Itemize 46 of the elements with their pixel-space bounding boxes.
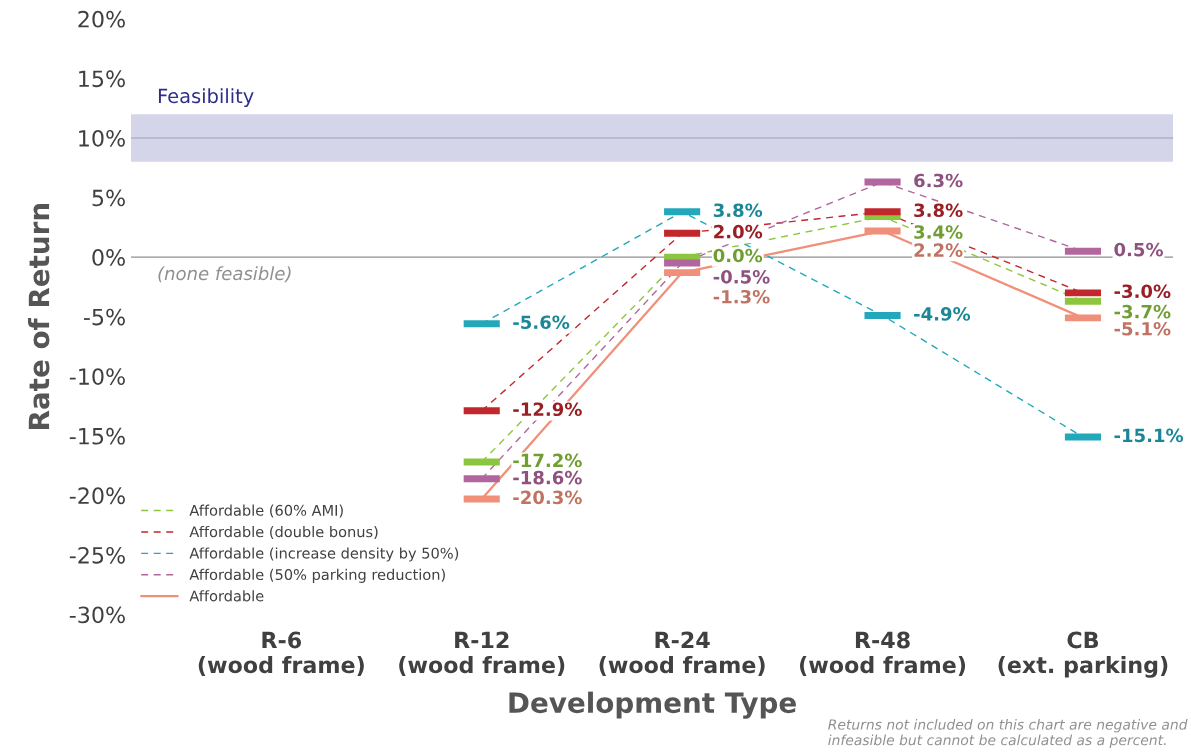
data-label: -1.3%	[713, 289, 770, 304]
y-tick-label: -25%	[69, 546, 125, 564]
y-tick-label: -5%	[83, 308, 125, 326]
data-label: -0.5%	[713, 269, 770, 284]
y-tick-label: 15%	[79, 70, 125, 88]
data-label: 0.5%	[1114, 242, 1164, 257]
text: Returns not included on this chart are negative and infeasible but cannot be calculated as a percent.	[828, 718, 1188, 748]
data-label: -4.9%	[914, 307, 971, 321]
annotation: (none feasible)	[158, 266, 291, 283]
data-label: -15.1%	[1114, 428, 1184, 443]
y-tick-label: -20%	[69, 487, 125, 505]
x-tick-label: R-12 (wood frame)	[399, 631, 565, 676]
data-label: -5.1%	[1114, 321, 1171, 336]
data-label: 2.2%	[914, 243, 963, 257]
y-tick-label: -15%	[69, 427, 125, 445]
y-tick-label: 10%	[79, 129, 125, 147]
data-label: 6.3%	[914, 173, 963, 188]
y-tick-label: -10%	[69, 368, 125, 385]
x-tick-label: R-6 (wood frame)	[198, 631, 364, 676]
y-tick-label: 20%	[78, 10, 125, 28]
y-axis-title: Rate of Return	[27, 204, 50, 429]
band-label: Feasibility	[158, 88, 254, 108]
data-label: -3.0%	[1114, 284, 1171, 299]
data-label: -20.3%	[513, 490, 582, 505]
legend-label: Affordable (increase density by 50%)	[189, 547, 459, 562]
data-label: 0.0%	[713, 248, 763, 263]
x-tick-label: CB (ext. parking)	[998, 631, 1168, 678]
data-label: -12.9%	[513, 402, 582, 417]
x-tick-label: R-24 (wood frame)	[599, 631, 765, 676]
legend-label: Affordable (double bonus)	[189, 525, 378, 539]
data-label: -5.6%	[513, 315, 570, 330]
legend-label: Affordable	[189, 590, 264, 602]
y-tick-label: -30%	[69, 606, 125, 624]
data-label: 3.4%	[914, 225, 963, 239]
data-label: -3.7%	[1114, 304, 1171, 319]
data-label: 3.8%	[713, 203, 763, 218]
x-axis-title: Development Type	[509, 691, 796, 719]
data-label: 3.8%	[914, 203, 963, 218]
legend-label: Affordable (60% AMI)	[189, 504, 343, 518]
data-label: 2.0%	[714, 224, 763, 239]
x-tick-label: R-48 (wood frame)	[800, 631, 966, 676]
data-label: -18.6%	[513, 470, 582, 485]
legend-label: Affordable (50% parking reduction)	[189, 568, 445, 583]
y-tick-label: 0%	[92, 249, 125, 266]
data-label: -17.2%	[513, 453, 582, 468]
y-tick-label: 5%	[92, 189, 125, 207]
